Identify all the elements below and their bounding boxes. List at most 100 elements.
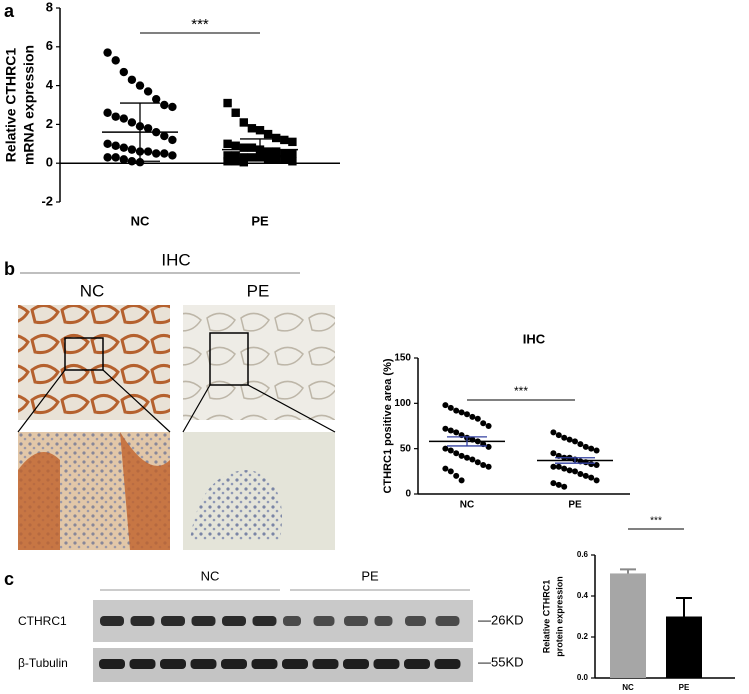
- point: [103, 139, 112, 148]
- y-axis-label: CTHRC1 positive area (%): [382, 358, 394, 493]
- y-axis-label: protein expression: [554, 576, 564, 657]
- point: [447, 447, 454, 454]
- band: [190, 659, 217, 669]
- point: [223, 157, 232, 166]
- y-tick-label: 2: [46, 116, 53, 131]
- band: [434, 659, 461, 669]
- band: [252, 616, 277, 626]
- point: [127, 75, 137, 84]
- x-tick-label: PE: [251, 213, 269, 228]
- point: [288, 157, 297, 166]
- point: [127, 145, 137, 154]
- point: [111, 153, 120, 162]
- blot-row: CTHRC1: [18, 614, 67, 628]
- point: [561, 483, 568, 490]
- point: [272, 147, 281, 156]
- point: [582, 443, 589, 450]
- error-bar: [555, 457, 595, 464]
- point: [474, 459, 481, 466]
- significance: ***: [650, 516, 662, 527]
- point: [127, 118, 137, 127]
- x-tick-label: PE: [679, 683, 690, 692]
- point: [582, 472, 589, 479]
- point: [464, 454, 470, 461]
- point: [103, 48, 112, 57]
- point: [588, 474, 595, 481]
- point: [111, 141, 120, 150]
- band: [374, 616, 393, 626]
- point: [561, 465, 568, 472]
- ihc-group: PE: [247, 281, 270, 300]
- zoom-line: [17, 369, 336, 433]
- x-tick-label: NC: [131, 213, 150, 228]
- point: [469, 456, 476, 463]
- blot-bands: [99, 616, 461, 669]
- significance: ***: [191, 16, 209, 33]
- point: [247, 124, 257, 133]
- point: [119, 143, 128, 152]
- ihc-group: NC: [80, 281, 105, 300]
- band: [221, 659, 247, 669]
- band: [344, 616, 368, 626]
- point: [572, 468, 578, 475]
- significance: ***: [514, 384, 528, 398]
- point: [247, 153, 257, 162]
- point: [168, 135, 177, 145]
- point: [453, 407, 460, 414]
- point: [442, 465, 449, 472]
- point: [119, 155, 128, 164]
- point: [480, 461, 487, 468]
- point: [239, 153, 248, 162]
- error-bar: [447, 436, 487, 447]
- point: [119, 114, 128, 123]
- point: [152, 149, 161, 158]
- band: [312, 659, 339, 669]
- blot-group: NC: [201, 568, 220, 583]
- error-bar: [240, 138, 280, 161]
- x-tick-label: NC: [622, 683, 634, 692]
- point: [231, 157, 240, 166]
- point: [103, 153, 112, 162]
- point: [231, 141, 240, 150]
- band: [373, 659, 400, 669]
- point: [111, 112, 120, 121]
- point: [247, 143, 257, 152]
- band: [435, 616, 460, 626]
- ihc-title: IHC: [161, 250, 190, 269]
- point: [263, 147, 273, 156]
- y-tick-label: 0: [405, 489, 411, 500]
- point: [447, 427, 454, 434]
- y-tick-label: 0.0: [577, 673, 589, 682]
- band: [161, 616, 185, 626]
- point: [453, 472, 460, 479]
- point: [239, 158, 248, 167]
- point: [453, 429, 460, 436]
- point: [135, 158, 145, 167]
- point: [239, 143, 248, 152]
- point: [231, 108, 240, 117]
- x-tick-label: NC: [460, 500, 474, 511]
- point: [572, 438, 578, 445]
- point: [280, 135, 289, 145]
- point: [577, 471, 584, 478]
- point: [143, 124, 153, 133]
- panel-label: a: [4, 1, 15, 21]
- blot-row: β-Tubulin: [18, 656, 68, 670]
- band: [222, 616, 246, 626]
- point: [119, 67, 128, 77]
- point: [143, 87, 153, 96]
- point: [550, 450, 557, 457]
- bar: [666, 616, 702, 678]
- point: [588, 445, 595, 452]
- point: [103, 108, 112, 117]
- point: [442, 425, 449, 432]
- point: [272, 155, 281, 164]
- band: [282, 659, 308, 669]
- point: [458, 477, 465, 484]
- point: [223, 139, 232, 148]
- y-tick-label: 0.2: [577, 632, 589, 641]
- y-tick-label: 0: [46, 155, 53, 170]
- zoom-box: [64, 337, 104, 371]
- point: [593, 461, 600, 468]
